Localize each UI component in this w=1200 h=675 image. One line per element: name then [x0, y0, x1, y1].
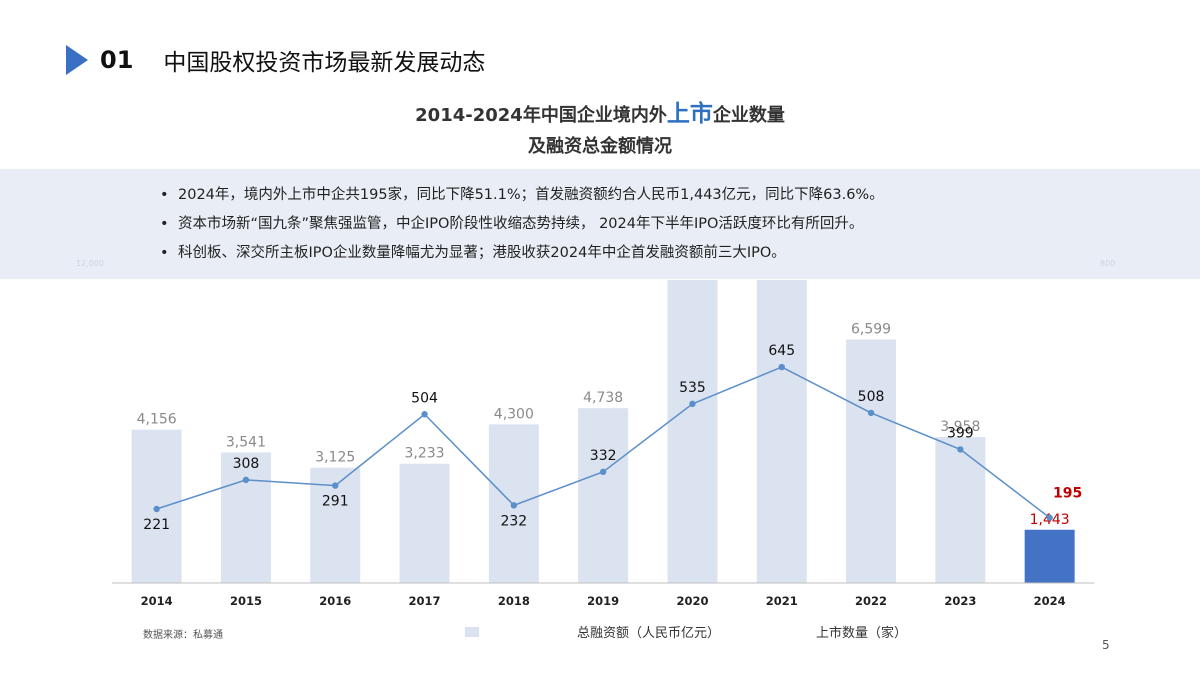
line-value-label-2017: 504 [411, 390, 438, 406]
right-axis-hint: 800 [1100, 259, 1116, 268]
line-point-2021 [778, 363, 785, 371]
line-value-label-2015: 308 [233, 456, 260, 472]
x-tick-label-2023: 2023 [944, 594, 976, 608]
line-point-2023 [957, 446, 964, 453]
bar-value-label-2019: 4,738 [583, 390, 623, 406]
line-value-label-2021: 645 [768, 343, 795, 359]
bar-2015 [220, 452, 271, 583]
line-value-label-2022: 508 [858, 389, 885, 405]
x-tick-label-2015: 2015 [230, 594, 262, 608]
chart-subtitle: 及融资总金额情况 [528, 136, 672, 157]
bullet-item: • 资本市场新“国九条”聚焦强监管，中企IPO阶段性收缩态势持续， 2024年下半… [160, 210, 884, 239]
bullet-text: 资本市场新“国九条”聚焦强监管，中企IPO阶段性收缩态势持续， 2024年下半年… [178, 216, 864, 232]
bar-2024 [1024, 529, 1075, 583]
line-value-label-2014: 221 [143, 517, 170, 533]
section-number: 01 [100, 46, 134, 74]
line-point-2016 [332, 482, 339, 489]
bar-value-label-2015: 3,541 [226, 434, 266, 450]
line-value-label-2019: 332 [590, 448, 617, 464]
play-triangle-icon [66, 45, 88, 75]
bullet-dot: • [160, 245, 169, 261]
section-title: 中国股权投资市场最新发展动态 [163, 50, 486, 76]
line-point-2019 [599, 468, 607, 476]
line-point-2015 [242, 476, 250, 484]
bar-value-label-2018: 4,300 [494, 406, 534, 422]
line-value-label-2018: 232 [500, 513, 527, 529]
bullet-dot: • [160, 216, 169, 232]
bar-value-label-2023: 3,958 [940, 419, 980, 435]
x-tick-label-2019: 2019 [587, 594, 619, 608]
ipo-combo-chart: 4,1563,5413,1253,2334,3004,7388,4268,562… [112, 280, 1095, 608]
x-tick-label-2018: 2018 [498, 594, 530, 608]
chart-title-highlight: 上市 [666, 101, 713, 127]
bar-2017 [399, 463, 450, 583]
chart-title: 2014-2024年中国企业境内外上市企业数量 及融资总金额情况 [0, 98, 1200, 162]
line-point-2020 [689, 400, 696, 408]
page-number: 5 [1102, 638, 1110, 652]
x-tick-label-2014: 2014 [141, 594, 173, 608]
x-tick-label-2024: 2024 [1034, 594, 1066, 608]
bullet-dot: • [160, 187, 169, 203]
line-value-label-2020: 535 [679, 380, 706, 396]
line-point-2018 [510, 502, 518, 509]
x-tick-label-2016: 2016 [319, 594, 351, 608]
x-tick-label-2017: 2017 [409, 594, 441, 608]
x-tick-label-2020: 2020 [676, 594, 708, 608]
section-header: 01 中国股权投资市场最新发展动态 [66, 42, 485, 78]
chart-title-prefix: 2014-2024年中国企业境内外 [415, 105, 667, 126]
data-source: 数据来源：私募通 [143, 630, 223, 641]
chart-title-suffix: 企业数量 [712, 105, 785, 126]
line-point-2014 [153, 505, 160, 513]
bullet-item: • 科创板、深交所主板IPO企业数量降幅尤为显著；港股收获2024年中企首发融资额… [160, 239, 884, 268]
legend-bar-label: 总融资额（人民币亿元） [577, 626, 721, 641]
line-point-2024 [1046, 514, 1053, 521]
legend-bar-swatch [465, 626, 479, 637]
x-tick-label-2022: 2022 [855, 594, 887, 608]
line-value-label-2016: 291 [322, 494, 349, 510]
legend-line: 上市数量（家） [816, 622, 907, 641]
line-point-2022 [867, 409, 875, 417]
legend-bar: 总融资额（人民币亿元） [465, 622, 720, 641]
legend-line-label: 上市数量（家） [816, 626, 908, 641]
bar-value-label-2022: 6,599 [851, 321, 891, 337]
bar-2022 [846, 339, 897, 583]
bar-2021 [756, 280, 807, 583]
bullet-text: 2024年，境内外上市中企共195家，同比下降51.1%；首发融资额约合人民币1… [178, 187, 884, 203]
line-value-label-2024: 195 [1053, 486, 1082, 502]
summary-band [0, 169, 1200, 279]
line-value-label-2023: 399 [947, 425, 974, 441]
bar-value-label-2016: 3,125 [315, 450, 355, 466]
bar-value-label-2014: 4,156 [137, 412, 177, 428]
bar-value-label-2017: 3,233 [405, 446, 445, 462]
bar-2023 [935, 436, 986, 583]
bullet-text: 科创板、深交所主板IPO企业数量降幅尤为显著；港股收获2024年中企首发融资额前… [178, 245, 786, 261]
bar-2020 [667, 280, 718, 583]
summary-bullets: • 2024年，境内外上市中企共195家，同比下降51.1%；首发融资额约合人民币… [160, 181, 884, 268]
x-tick-label-2021: 2021 [766, 594, 798, 608]
left-axis-hint: 12,000 [76, 259, 104, 268]
bar-2019 [578, 408, 629, 583]
bullet-item: • 2024年，境内外上市中企共195家，同比下降51.1%；首发融资额约合人民币… [160, 181, 884, 210]
line-point-2017 [421, 411, 428, 418]
